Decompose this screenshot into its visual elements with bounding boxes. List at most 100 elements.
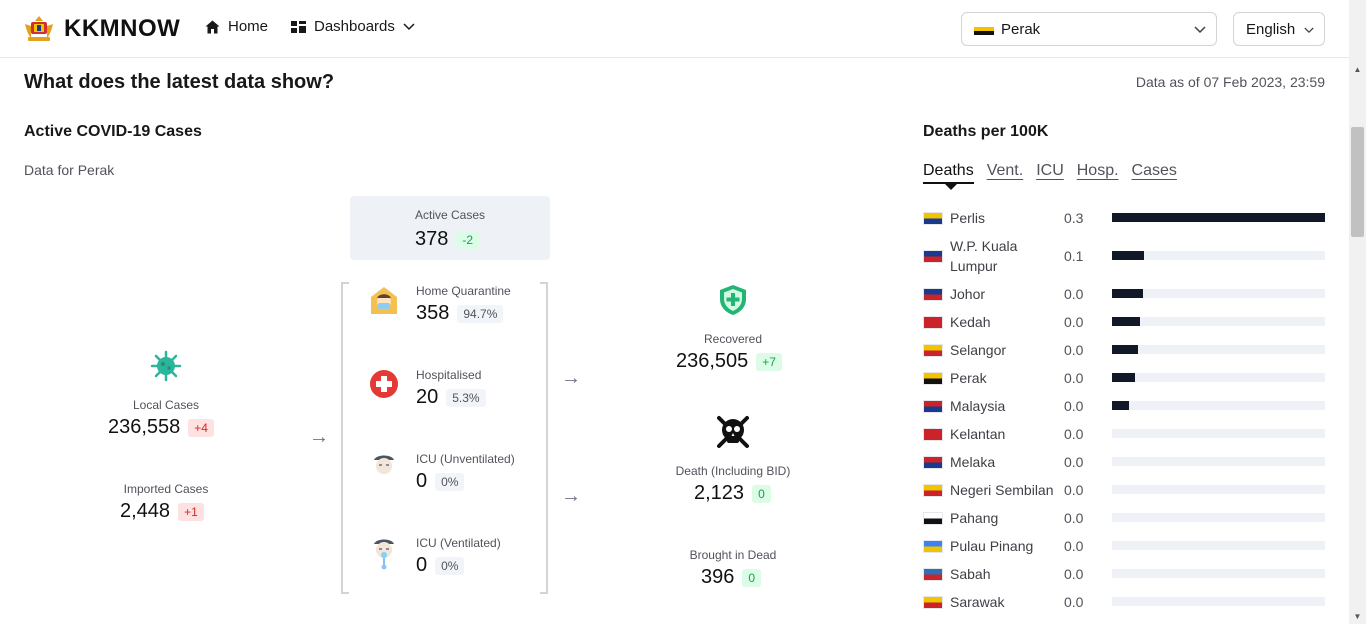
icu-ventilated-label: ICU (Ventilated) [416, 536, 501, 550]
state-row: Perlis 0.3 [923, 208, 1325, 228]
skull-crossbones-icon [717, 416, 749, 448]
bracket-right [540, 282, 548, 594]
state-flag-icon [923, 400, 943, 413]
icu-unventilated-value: 0 0% [416, 470, 465, 493]
dashboard-icon [291, 20, 306, 33]
state-rate: 0.3 [1064, 210, 1084, 226]
state-bar-track [1112, 289, 1325, 298]
state-row: Johor 0.0 [923, 284, 1325, 304]
state-name: W.P. Kuala Lumpur [950, 238, 1018, 274]
state-name: Pulau Pinang [950, 538, 1034, 554]
brought-in-dead-delta-badge: 0 [742, 568, 762, 587]
nav-home-link[interactable]: Home [205, 18, 268, 35]
home-quarantine-label: Home Quarantine [416, 284, 511, 298]
icu-unventilated-label: ICU (Unventilated) [416, 452, 515, 466]
state-row: Negeri Sembilan 0.0 [923, 480, 1325, 500]
tab-deaths[interactable]: Deaths [923, 162, 974, 190]
nav-dashboards-menu[interactable]: Dashboards [291, 18, 415, 35]
state-bar-track [1112, 373, 1325, 382]
nav-dashboards-label: Dashboards [314, 18, 395, 35]
shield-plus-icon [720, 285, 746, 315]
state-name: Kelantan [950, 426, 1006, 442]
state-flag-icon [923, 288, 943, 301]
state-bar-track [1112, 597, 1325, 606]
state-flag-icon [923, 568, 943, 581]
state-row: Pulau Pinang 0.0 [923, 536, 1325, 556]
scrollbar-thumb[interactable] [1351, 127, 1364, 237]
state-select-value: Perak [1001, 20, 1041, 38]
chevron-down-icon [403, 22, 415, 30]
hospitalised-pct-badge: 5.3% [446, 388, 486, 407]
active-cases-value: 378 -2 [415, 228, 480, 251]
state-rate: 0.0 [1064, 566, 1084, 582]
state-rate: 0.0 [1064, 594, 1084, 610]
language-select-value: English [1246, 20, 1296, 38]
state-rate: 0.0 [1064, 314, 1084, 330]
state-flag-icon [923, 316, 943, 329]
state-flag-icon [923, 512, 943, 525]
state-row: Sabah 0.0 [923, 564, 1325, 584]
state-row: Perak 0.0 [923, 368, 1325, 388]
state-name: Selangor [950, 342, 1007, 358]
state-name: Pahang [950, 510, 999, 526]
active-cases-subtitle: Data for Perak [24, 162, 115, 178]
recovered-value: 236,505 +7 [676, 350, 782, 373]
page-scrollbar[interactable] [1349, 0, 1366, 624]
tab-vent[interactable]: Vent. [986, 162, 1024, 179]
state-name: Sabah [950, 566, 991, 582]
arrow-right-icon: → [309, 426, 329, 448]
icu-unventilated-pct-badge: 0% [435, 472, 465, 491]
state-select[interactable]: Perak [961, 12, 1217, 46]
tab-cases[interactable]: Cases [1131, 162, 1177, 179]
language-select[interactable]: English [1233, 12, 1325, 46]
bracket-left [341, 282, 349, 594]
state-bar-track [1112, 457, 1325, 466]
local-cases-delta-badge: +4 [188, 418, 214, 437]
state-bar-track [1112, 251, 1325, 260]
home-quarantine-value: 358 94.7% [416, 302, 504, 325]
perak-flag-icon [974, 23, 994, 35]
brought-in-dead-value: 396 0 [701, 566, 762, 589]
state-name: Perak [950, 370, 987, 386]
state-row: Malaysia 0.0 [923, 396, 1325, 416]
scroll-up-arrow[interactable]: ▲ [1353, 65, 1362, 74]
brand-name[interactable]: KKMNOW [64, 15, 181, 42]
state-row: W.P. Kuala Lumpur 0.1 [923, 236, 1325, 276]
recovered-delta-badge: +7 [756, 352, 782, 371]
state-bar [1112, 317, 1140, 326]
state-flag-icon [923, 596, 943, 609]
state-rate: 0.0 [1064, 510, 1084, 526]
malaysia-coat-of-arms-logo[interactable] [22, 14, 56, 44]
local-cases-label: Local Cases [132, 398, 200, 412]
state-flag-icon [923, 456, 943, 469]
state-name: Melaka [950, 454, 996, 470]
state-rate: 0.0 [1064, 482, 1084, 498]
active-cases-number: 378 [415, 228, 449, 250]
icu-unventilated-number: 0 [416, 470, 428, 492]
scroll-down-arrow[interactable]: ▼ [1353, 612, 1362, 621]
top-navbar: KKMNOW Home Dashboards Perak English [0, 0, 1349, 58]
state-bar [1112, 213, 1325, 222]
active-cases-box [350, 196, 550, 260]
tab-hosp[interactable]: Hosp. [1076, 162, 1119, 179]
recovered-number: 236,505 [676, 350, 749, 372]
state-row: Melaka 0.0 [923, 452, 1325, 472]
icu-ventilated-pct-badge: 0% [435, 556, 465, 575]
state-row: Kelantan 0.0 [923, 424, 1325, 444]
state-row: Selangor 0.0 [923, 340, 1325, 360]
deaths-per-100k-title: Deaths per 100K [923, 123, 1049, 140]
arrow-right-icon: → [561, 485, 581, 507]
state-rate: 0.0 [1064, 286, 1084, 302]
home-quarantine-icon [371, 287, 397, 314]
home-quarantine-number: 358 [416, 302, 450, 324]
state-flag-icon [923, 250, 943, 263]
state-flag-icon [923, 212, 943, 225]
state-flag-icon [923, 540, 943, 553]
tab-icu[interactable]: ICU [1036, 162, 1064, 179]
hospital-cross-icon [370, 370, 398, 398]
state-bar [1112, 289, 1143, 298]
state-bar-track [1112, 345, 1325, 354]
state-bar-track [1112, 485, 1325, 494]
state-bar-track [1112, 513, 1325, 522]
page-title: What does the latest data show? [24, 71, 335, 93]
